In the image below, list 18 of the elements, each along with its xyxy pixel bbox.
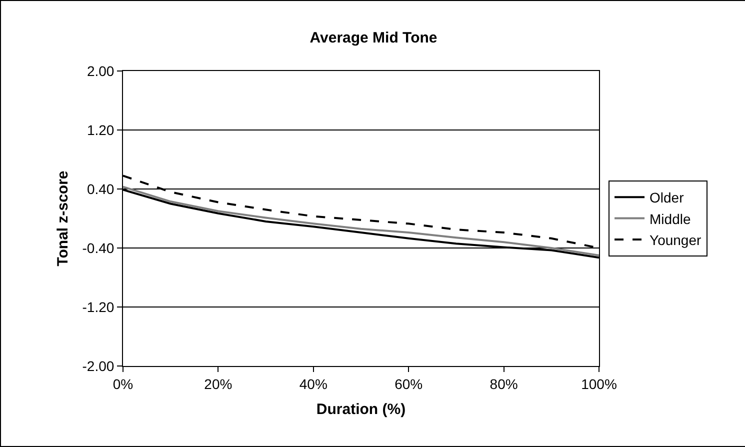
legend-label: Older — [650, 190, 684, 206]
x-tick-label: 100% — [581, 376, 617, 392]
y-tick-label: -1.20 — [82, 298, 114, 315]
x-tick-label: 80% — [490, 376, 518, 392]
legend-label: Younger — [650, 232, 702, 248]
x-tick-label: 0% — [112, 376, 134, 392]
y-axis-title: Tonal z-score — [54, 170, 72, 266]
x-tick-label: 40% — [299, 376, 328, 392]
y-tick-label: 0.40 — [86, 180, 114, 197]
y-tick-label: -2.00 — [82, 358, 114, 374]
x-axis-title: Duration (%) — [316, 400, 406, 418]
x-tick-label: 20% — [204, 376, 232, 392]
y-tick-label: 1.20 — [86, 122, 114, 138]
y-tick-label: -0.40 — [82, 240, 114, 256]
legend-label: Middle — [650, 210, 691, 227]
x-tick-label: 60% — [394, 376, 423, 392]
chart-title: Average Mid Tone — [310, 30, 438, 47]
y-tick-label: 2.00 — [86, 62, 114, 79]
